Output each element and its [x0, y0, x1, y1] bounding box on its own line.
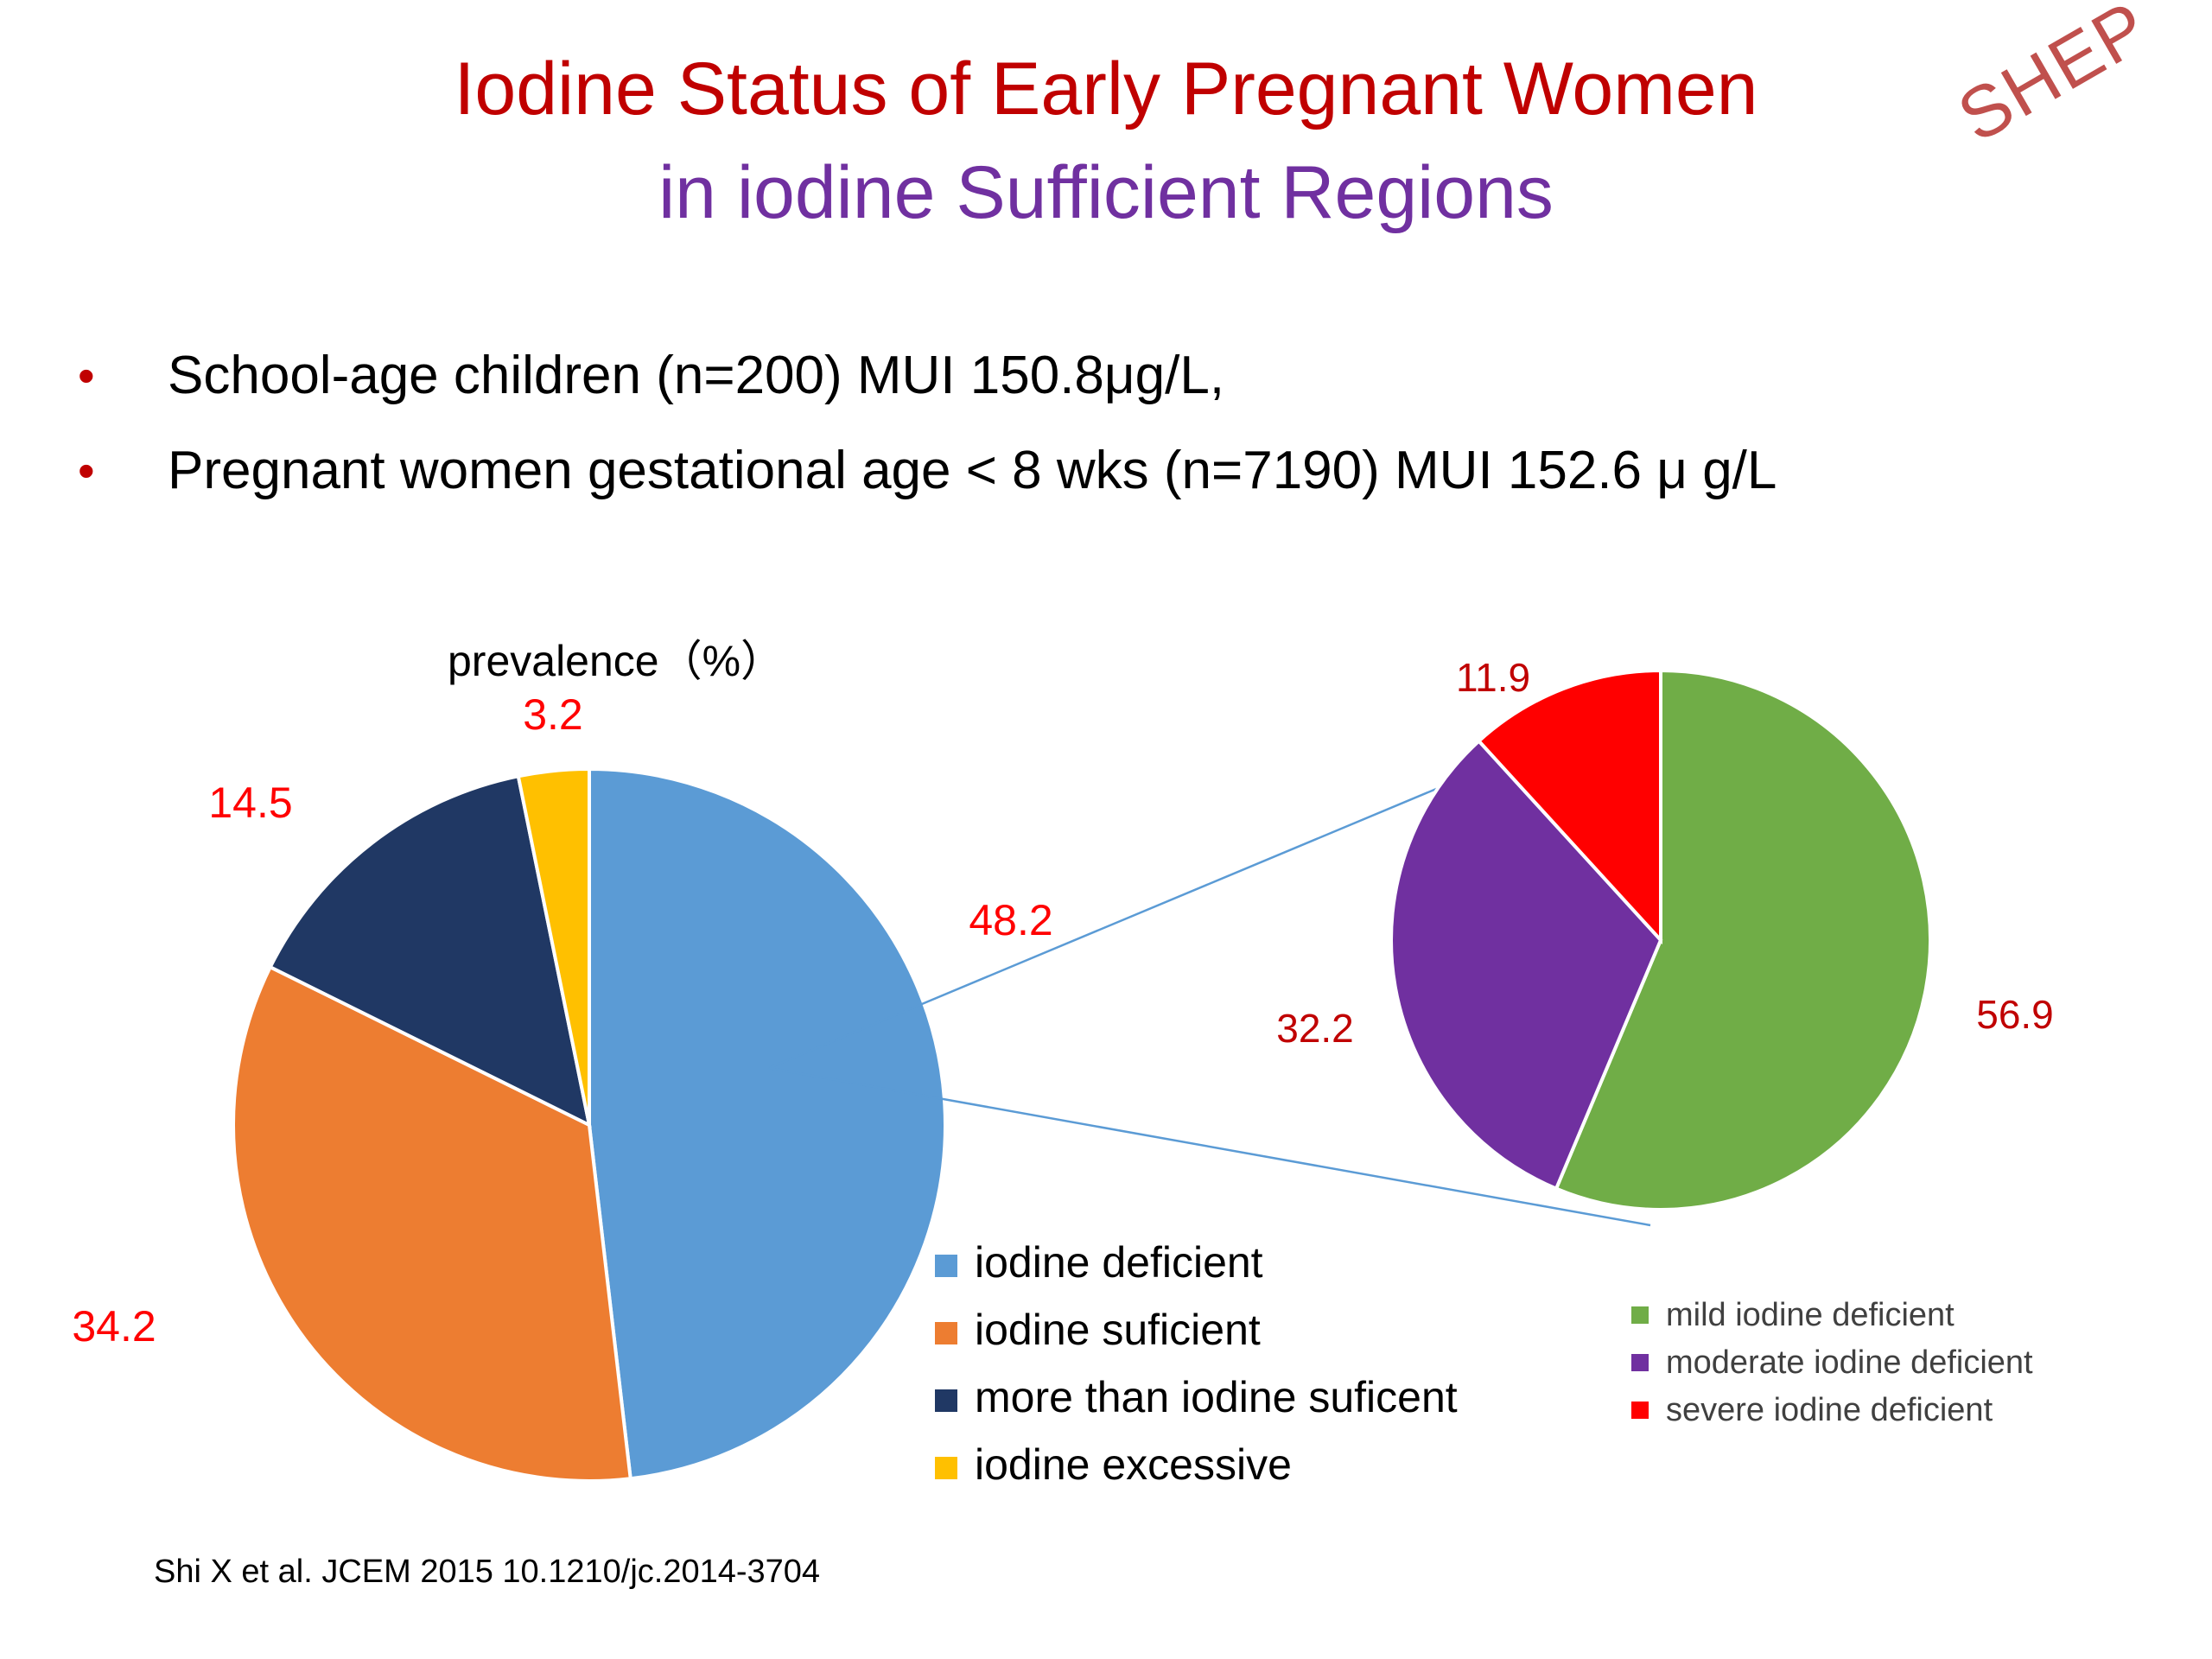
citation: Shi X et al. JCEM 2015 10.1210/jc.2014-3…: [154, 1554, 821, 1590]
legend-label-moderate-iodine-deficient: moderate iodine deficient: [1666, 1344, 2033, 1381]
bullet-icon: •: [78, 348, 95, 403]
slice-iodine-suficient: [232, 964, 632, 1483]
legend-label-iodine-suficient: iodine suficient: [975, 1306, 1261, 1354]
data-label-severe-iodine-deficient: 11.9: [1456, 655, 1530, 700]
sub-pie: [1389, 668, 1932, 1211]
slice-moderate-iodine-deficient: [1389, 738, 1663, 1192]
data-label-moderate-iodine-deficient: 32.2: [1276, 1006, 1354, 1051]
slice-iodine-deficient: [588, 766, 947, 1481]
slice-mild-iodine-deficient: [1554, 668, 1932, 1211]
connector-line-top: [768, 750, 1526, 1070]
legend-label-iodine-excessive: iodine excessive: [975, 1440, 1292, 1489]
connector-line-bottom: [768, 1066, 1651, 1227]
main-pie: [232, 766, 947, 1483]
sub-legend: mild iodine deficient moderate iodine def…: [1631, 1297, 2033, 1428]
bullet-text: School-age children (n=200) MUI 150.8μg/…: [168, 346, 1225, 405]
legend-label-iodine-deficient: iodine deficient: [975, 1238, 1263, 1287]
title-line-1: Iodine Status of Early Pregnant Women: [454, 48, 1758, 130]
bullet-item: • Pregnant women gestational age < 8 wks…: [78, 423, 2152, 518]
slice-more-than-iodine-suficent: [268, 773, 592, 1128]
bullet-list: • School-age children (n=200) MUI 150.8μ…: [78, 328, 2152, 518]
main-pie-labels: 48.2 34.2 14.5 3.2: [72, 690, 1052, 1351]
data-label-iodine-suficient: 34.2: [72, 1302, 156, 1351]
title-line-2: in iodine Sufficient Regions: [658, 151, 1554, 234]
slice-severe-iodine-deficient: [1476, 668, 1662, 945]
legend-swatch-iodine-excessive: [935, 1457, 957, 1479]
data-label-mild-iodine-deficient: 56.9: [1976, 992, 2054, 1037]
legend-swatch-more-than-iodine-suficent: [935, 1389, 957, 1412]
main-pie-caption: prevalence（%）: [448, 637, 784, 685]
connector-lines: [768, 750, 1651, 1227]
main-legend: iodine deficient iodine suficient more tha…: [935, 1238, 1458, 1489]
legend-label-mild-iodine-deficient: mild iodine deficient: [1666, 1297, 1955, 1333]
bullet-text: Pregnant women gestational age < 8 wks (…: [168, 441, 1777, 500]
legend-label-severe-iodine-deficient: severe iodine deficient: [1666, 1392, 1993, 1428]
legend-swatch-severe-iodine-deficient: [1631, 1402, 1649, 1419]
legend-label-more-than-iodine-suficent: more than iodine suficent: [975, 1373, 1458, 1421]
bullet-icon: •: [78, 443, 95, 498]
legend-swatch-mild-iodine-deficient: [1631, 1306, 1649, 1324]
data-label-more-than-iodine-suficent: 14.5: [208, 779, 292, 827]
sub-pie-labels: 56.9 32.2 11.9: [1276, 655, 2054, 1051]
legend-swatch-moderate-iodine-deficient: [1631, 1354, 1649, 1371]
bullet-item: • School-age children (n=200) MUI 150.8μ…: [78, 328, 2152, 423]
slice-iodine-excessive: [516, 766, 591, 1126]
data-label-iodine-excessive: 3.2: [523, 690, 583, 739]
legend-swatch-iodine-deficient: [935, 1255, 957, 1277]
legend-swatch-iodine-suficient: [935, 1322, 957, 1344]
data-label-iodine-deficient: 48.2: [969, 896, 1052, 944]
